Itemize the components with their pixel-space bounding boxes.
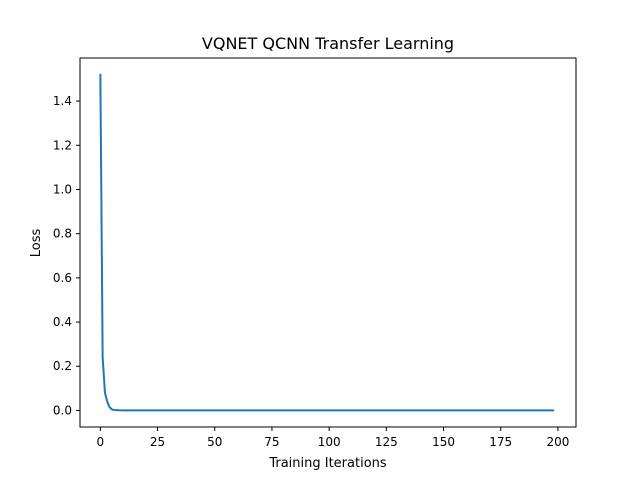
y-tick-label: 0.6 — [53, 271, 72, 285]
y-axis-label: Loss — [29, 229, 44, 258]
x-axis-ticks: 0 25 50 75 100 125 150 175 200 — [97, 427, 569, 449]
x-tick-label: 175 — [489, 435, 512, 449]
x-tick-label: 50 — [207, 435, 222, 449]
plot-frame — [79, 57, 577, 428]
y-tick-label: 0.4 — [53, 315, 72, 329]
chart-title: VQNET QCNN Transfer Learning — [202, 34, 454, 53]
y-tick-label: 0.2 — [53, 359, 72, 373]
y-tick-label: 1.2 — [53, 138, 72, 152]
x-tick-label: 25 — [150, 435, 165, 449]
x-tick-label: 125 — [375, 435, 398, 449]
x-tick-label: 200 — [546, 435, 569, 449]
y-axis-ticks: 0.0 0.2 0.4 0.6 0.8 1.0 1.2 1.4 — [53, 94, 80, 417]
y-tick-label: 1.4 — [53, 94, 72, 108]
x-tick-label: 75 — [264, 435, 279, 449]
plot-area — [80, 58, 576, 427]
y-tick-label: 0.8 — [53, 227, 72, 241]
plot-background — [80, 58, 576, 427]
x-axis-label: Training Iterations — [268, 456, 387, 471]
y-tick-label: 1.0 — [53, 182, 72, 196]
x-tick-label: 100 — [318, 435, 341, 449]
y-tick-label: 0.0 — [53, 403, 72, 417]
series-layer — [99, 73, 555, 412]
x-tick-label: 150 — [432, 435, 455, 449]
x-tick-label: 0 — [97, 435, 105, 449]
loss-series-line — [99, 73, 555, 412]
